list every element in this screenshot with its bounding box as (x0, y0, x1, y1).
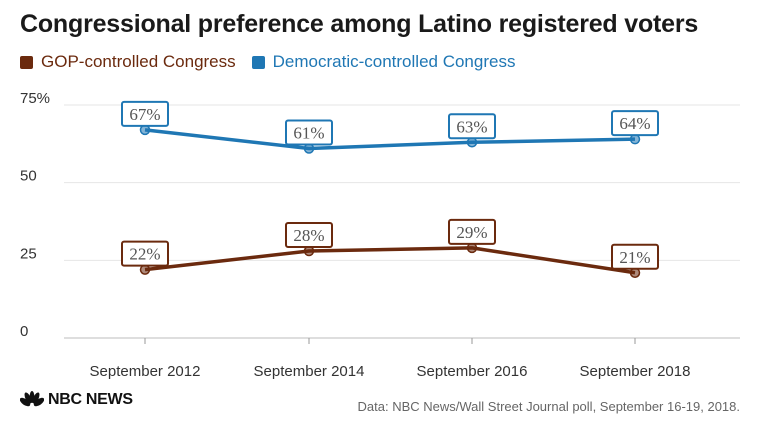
peacock-icon (20, 391, 44, 409)
source-note: Data: NBC News/Wall Street Journal poll,… (358, 399, 740, 414)
x-tick-label: September 2018 (580, 363, 691, 380)
line-chart: 0 25 50 75% September 2012 September 2014 Sept… (0, 0, 760, 432)
y-tick-label: 25 (20, 245, 37, 262)
data-label: 22% (129, 245, 160, 264)
series-line (145, 130, 635, 149)
x-tick-label: September 2014 (254, 363, 365, 380)
data-label: 28% (293, 226, 324, 245)
data-label: 64% (619, 114, 650, 133)
data-label: 67% (129, 105, 160, 124)
data-label: 63% (456, 117, 487, 136)
y-tick-label: 50 (20, 168, 37, 185)
data-label: 61% (293, 123, 324, 142)
logo-text: NBC NEWS (48, 391, 133, 409)
y-tick-label: 75% (20, 90, 50, 107)
x-tick-label: September 2016 (417, 363, 528, 380)
data-label: 21% (619, 248, 650, 267)
x-tick-label: September 2012 (90, 363, 201, 380)
y-tick-label: 0 (20, 323, 28, 340)
data-label: 29% (456, 223, 487, 242)
nbc-news-logo: NBC NEWS (20, 391, 133, 409)
